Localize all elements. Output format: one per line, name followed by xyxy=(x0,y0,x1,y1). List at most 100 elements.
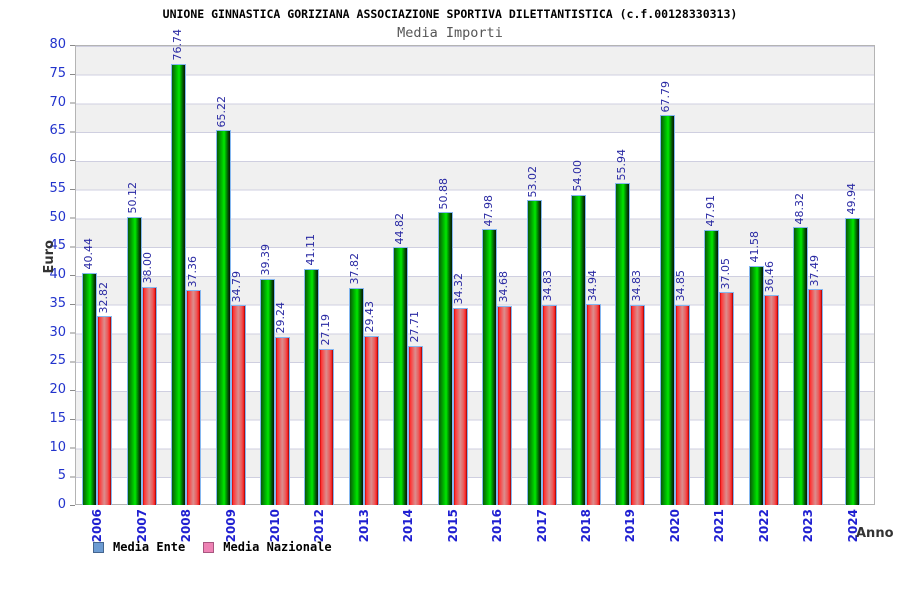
bar-group-2015: 50.88 34.32 xyxy=(431,45,475,505)
x-label-cell: 2023 xyxy=(786,509,830,545)
bar-value-label: 41.58 xyxy=(748,231,762,263)
legend-item-media-nazionale: Media Nazionale xyxy=(203,540,332,554)
x-label-cell: 2015 xyxy=(431,509,475,545)
bar-media-nazionale-2015: 34.32 xyxy=(452,273,468,505)
bar-value-label: 34.83 xyxy=(541,270,555,302)
y-tick-label: 80 xyxy=(49,37,66,52)
bar-media-nazionale-2012: 27.19 xyxy=(319,314,335,505)
x-tick-label: 2018 xyxy=(579,509,594,543)
bar-group-2020: 67.79 34.85 xyxy=(653,45,697,505)
bar-value-label: 47.91 xyxy=(703,195,717,227)
bar-group-2024: 49.94 xyxy=(830,45,874,505)
y-tick-label: 65 xyxy=(49,123,66,139)
x-tick-label: 2012 xyxy=(312,509,327,543)
bar-value-label: 37.82 xyxy=(348,253,362,285)
bar-group-2022: 41.58 36.46 xyxy=(742,45,786,505)
x-tick-label: 2021 xyxy=(712,509,727,543)
bar-value-label: 41.11 xyxy=(303,234,317,266)
legend-label-media-ente: Media Ente xyxy=(113,540,186,554)
bar-group-2023: 48.32 37.49 xyxy=(786,45,830,505)
y-tick-label: 0 xyxy=(57,497,66,512)
legend-item-media-ente: Media Ente xyxy=(93,540,185,554)
x-label-cell: 2014 xyxy=(386,509,430,545)
bars-layer: 40.44 32.82 50.12 38.00 76.74 37.36 65.22 34.79… xyxy=(75,29,875,505)
bar-value-label: 37.36 xyxy=(185,255,199,288)
legend-swatch-media-nazionale xyxy=(203,541,215,553)
bar-media-ente-2009: 65.22 xyxy=(215,96,231,505)
x-tick-label: 2014 xyxy=(401,509,416,543)
bar-media-nazionale-2023: 37.49 xyxy=(808,255,824,505)
bar-value-label: 37.05 xyxy=(718,257,732,290)
bar-media-ente-2014: 44.82 xyxy=(393,213,409,505)
bar-group-2019: 55.94 34.83 xyxy=(608,45,652,505)
x-label-cell: 2020 xyxy=(653,509,697,545)
bar-group-2018: 54.00 34.94 xyxy=(564,45,608,505)
x-tick-label: 2020 xyxy=(667,509,682,543)
bar-media-ente-2022: 41.58 xyxy=(748,231,764,505)
x-label-cell: 2016 xyxy=(475,509,519,545)
plot-area xyxy=(75,45,875,505)
bar-value-label: 34.79 xyxy=(230,270,244,303)
bar-value-label: 67.79 xyxy=(659,80,673,113)
x-tick-label: 2023 xyxy=(801,509,816,543)
bar-value-label: 40.44 xyxy=(81,238,95,270)
bar-value-label: 55.94 xyxy=(614,148,628,181)
bar-media-nazionale-2021: 37.05 xyxy=(719,258,735,505)
x-tick-label: 2008 xyxy=(179,509,194,543)
bar-media-ente-2021: 47.91 xyxy=(704,195,720,505)
bar-value-label: 34.85 xyxy=(674,270,688,302)
y-axis-title: Euro xyxy=(42,240,57,274)
bar-value-label: 27.71 xyxy=(407,311,421,343)
bar-media-ente-2023: 48.32 xyxy=(793,193,809,505)
bar-media-ente-2012: 41.11 xyxy=(304,234,320,505)
bar-media-nazionale-2016: 34.68 xyxy=(497,271,513,505)
bar-media-ente-2018: 54.00 xyxy=(571,160,587,505)
bar-media-nazionale-2022: 36.46 xyxy=(763,261,779,505)
bar-value-label: 49.94 xyxy=(844,183,858,215)
x-label-cell: 2019 xyxy=(608,509,652,545)
bar-group-2008: 76.74 37.36 xyxy=(164,29,208,505)
bar-value-label: 27.19 xyxy=(318,314,332,346)
y-tick-label: 50 xyxy=(49,209,66,225)
chart-subtitle: Media Importi xyxy=(397,25,503,41)
bar-group-2017: 53.02 34.83 xyxy=(519,45,563,505)
y-tick-label: 15 xyxy=(49,410,66,426)
bar-value-label: 29.43 xyxy=(363,301,377,333)
x-label-cell: 2013 xyxy=(342,509,386,545)
bar-group-2013: 37.82 29.43 xyxy=(342,45,386,505)
bar-media-nazionale-2006: 32.82 xyxy=(97,282,113,505)
bar-group-2016: 47.98 34.68 xyxy=(475,45,519,505)
bar-value-label: 32.82 xyxy=(96,281,110,314)
bar-value-label: 48.32 xyxy=(792,192,806,225)
bar-media-nazionale-2013: 29.43 xyxy=(363,301,379,505)
bar-media-nazionale-2007: 38.00 xyxy=(141,252,157,505)
x-label-cell: 2022 xyxy=(742,509,786,545)
bar-media-ente-2016: 47.98 xyxy=(482,195,498,505)
bar-media-nazionale-2010: 29.24 xyxy=(274,302,290,505)
x-tick-label: 2017 xyxy=(534,509,549,543)
bar-media-ente-2010: 39.39 xyxy=(259,244,275,505)
bar-media-nazionale-2019: 34.83 xyxy=(630,270,646,505)
x-tick-label: 2010 xyxy=(267,509,282,543)
bar-media-nazionale-2008: 37.36 xyxy=(186,256,202,505)
bar-group-2010: 39.39 29.24 xyxy=(253,45,297,505)
bar-value-label: 50.12 xyxy=(126,182,140,214)
bar-media-ente-2007: 50.12 xyxy=(126,182,142,505)
y-tick-label: 20 xyxy=(49,382,66,397)
chart-title: UNIONE GINNASTICA GORIZIANA ASSOCIAZIONE… xyxy=(162,7,738,21)
bar-value-label: 29.24 xyxy=(274,302,288,334)
bar-value-label: 53.02 xyxy=(526,165,540,198)
bar-group-2014: 44.82 27.71 xyxy=(386,45,430,505)
y-tick-label: 75 xyxy=(49,65,66,81)
y-tick-label: 60 xyxy=(49,152,66,167)
bar-media-ente-2024: 49.94 xyxy=(845,183,861,505)
bar-group-2009: 65.22 34.79 xyxy=(208,45,252,505)
y-tick-label: 25 xyxy=(49,353,66,369)
x-axis-title: Anno xyxy=(856,526,894,541)
bar-value-label: 39.39 xyxy=(259,244,273,276)
bar-media-ente-2019: 55.94 xyxy=(615,149,631,505)
bar-value-label: 34.83 xyxy=(629,270,643,302)
y-tick-label: 55 xyxy=(49,180,66,196)
y-tick-label: 35 xyxy=(49,295,66,311)
legend: Media Ente Media Nazionale xyxy=(93,540,332,554)
